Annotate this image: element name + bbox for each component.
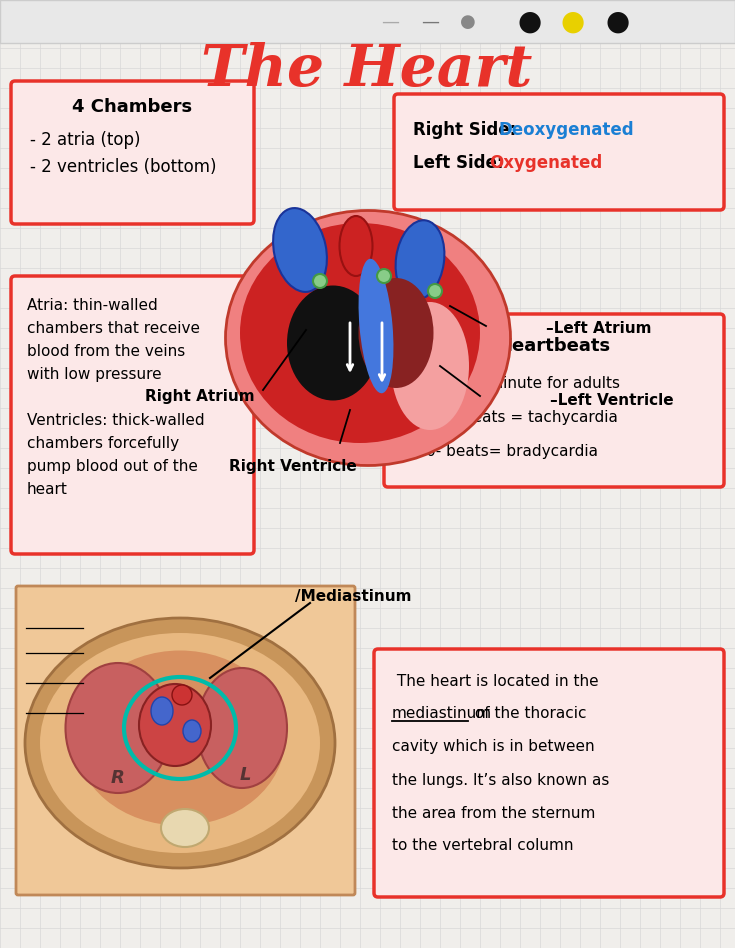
Ellipse shape: [139, 684, 211, 766]
Text: of the thoracic: of the thoracic: [470, 706, 587, 721]
Text: mediastinum: mediastinum: [392, 706, 492, 721]
Ellipse shape: [151, 697, 173, 725]
Ellipse shape: [40, 633, 320, 853]
Ellipse shape: [359, 278, 434, 388]
Ellipse shape: [197, 668, 287, 788]
Text: —: —: [421, 13, 439, 31]
Ellipse shape: [65, 663, 171, 793]
Text: - 2 atria (top): - 2 atria (top): [30, 131, 140, 149]
Text: Deoxygenated: Deoxygenated: [499, 121, 634, 139]
Ellipse shape: [161, 809, 209, 847]
Text: Heartbeats: Heartbeats: [498, 337, 611, 355]
Text: with low pressure: with low pressure: [27, 367, 162, 381]
Circle shape: [172, 685, 192, 705]
Ellipse shape: [391, 302, 469, 430]
Ellipse shape: [75, 650, 285, 826]
FancyBboxPatch shape: [0, 0, 735, 43]
Text: R: R: [111, 769, 125, 787]
Text: - 72 beats/minute for adults: - 72 beats/minute for adults: [406, 375, 620, 391]
Text: L: L: [240, 766, 251, 784]
Ellipse shape: [359, 259, 393, 393]
Ellipse shape: [25, 618, 335, 868]
Text: ●: ●: [561, 8, 585, 36]
Text: Right Side:: Right Side:: [413, 121, 522, 139]
Text: Right Atrium: Right Atrium: [146, 389, 255, 404]
Text: - 60- beats= bradycardia: - 60- beats= bradycardia: [406, 444, 598, 459]
Text: cavity which is in between: cavity which is in between: [392, 739, 595, 755]
Ellipse shape: [273, 208, 327, 292]
Ellipse shape: [395, 220, 445, 300]
Ellipse shape: [183, 720, 201, 742]
FancyBboxPatch shape: [11, 276, 254, 554]
Text: Atria: thin-walled: Atria: thin-walled: [27, 298, 158, 313]
Text: chambers forcefully: chambers forcefully: [27, 435, 179, 450]
Text: Oxygenated: Oxygenated: [489, 154, 602, 172]
Text: Ventricles: thick-walled: Ventricles: thick-walled: [27, 412, 204, 428]
Text: to the vertebral column: to the vertebral column: [392, 838, 573, 853]
FancyBboxPatch shape: [374, 649, 724, 897]
FancyBboxPatch shape: [394, 94, 724, 210]
Text: - 2 ventricles (bottom): - 2 ventricles (bottom): [30, 158, 217, 176]
Text: –Left Atrium: –Left Atrium: [546, 320, 651, 336]
Circle shape: [377, 269, 391, 283]
Text: - 100+ beats = tachycardia: - 100+ beats = tachycardia: [406, 410, 618, 425]
Text: ●: ●: [606, 8, 630, 36]
Text: –Left Ventricle: –Left Ventricle: [550, 392, 673, 408]
Text: ●: ●: [460, 13, 476, 31]
FancyBboxPatch shape: [384, 314, 724, 487]
Text: ●: ●: [518, 8, 542, 36]
Ellipse shape: [287, 285, 379, 400]
Text: the area from the sternum: the area from the sternum: [392, 806, 595, 821]
Circle shape: [428, 284, 442, 298]
Text: 4 Chambers: 4 Chambers: [73, 98, 193, 116]
Ellipse shape: [226, 210, 511, 465]
Text: the lungs. It’s also known as: the lungs. It’s also known as: [392, 773, 609, 788]
Ellipse shape: [340, 216, 373, 276]
Text: The Heart: The Heart: [201, 42, 533, 99]
FancyBboxPatch shape: [11, 81, 254, 224]
FancyBboxPatch shape: [16, 586, 355, 895]
Text: blood from the veins: blood from the veins: [27, 343, 185, 358]
Text: chambers that receive: chambers that receive: [27, 320, 200, 336]
Text: The heart is located in the: The heart is located in the: [392, 673, 598, 688]
Text: heart: heart: [27, 482, 68, 497]
Circle shape: [313, 274, 327, 288]
Text: pump blood out of the: pump blood out of the: [27, 459, 198, 473]
Text: —: —: [381, 13, 399, 31]
Text: /Mediastinum: /Mediastinum: [295, 589, 412, 604]
Ellipse shape: [240, 223, 480, 443]
Text: Left Side:: Left Side:: [413, 154, 509, 172]
Text: Right Ventricle: Right Ventricle: [229, 459, 357, 473]
